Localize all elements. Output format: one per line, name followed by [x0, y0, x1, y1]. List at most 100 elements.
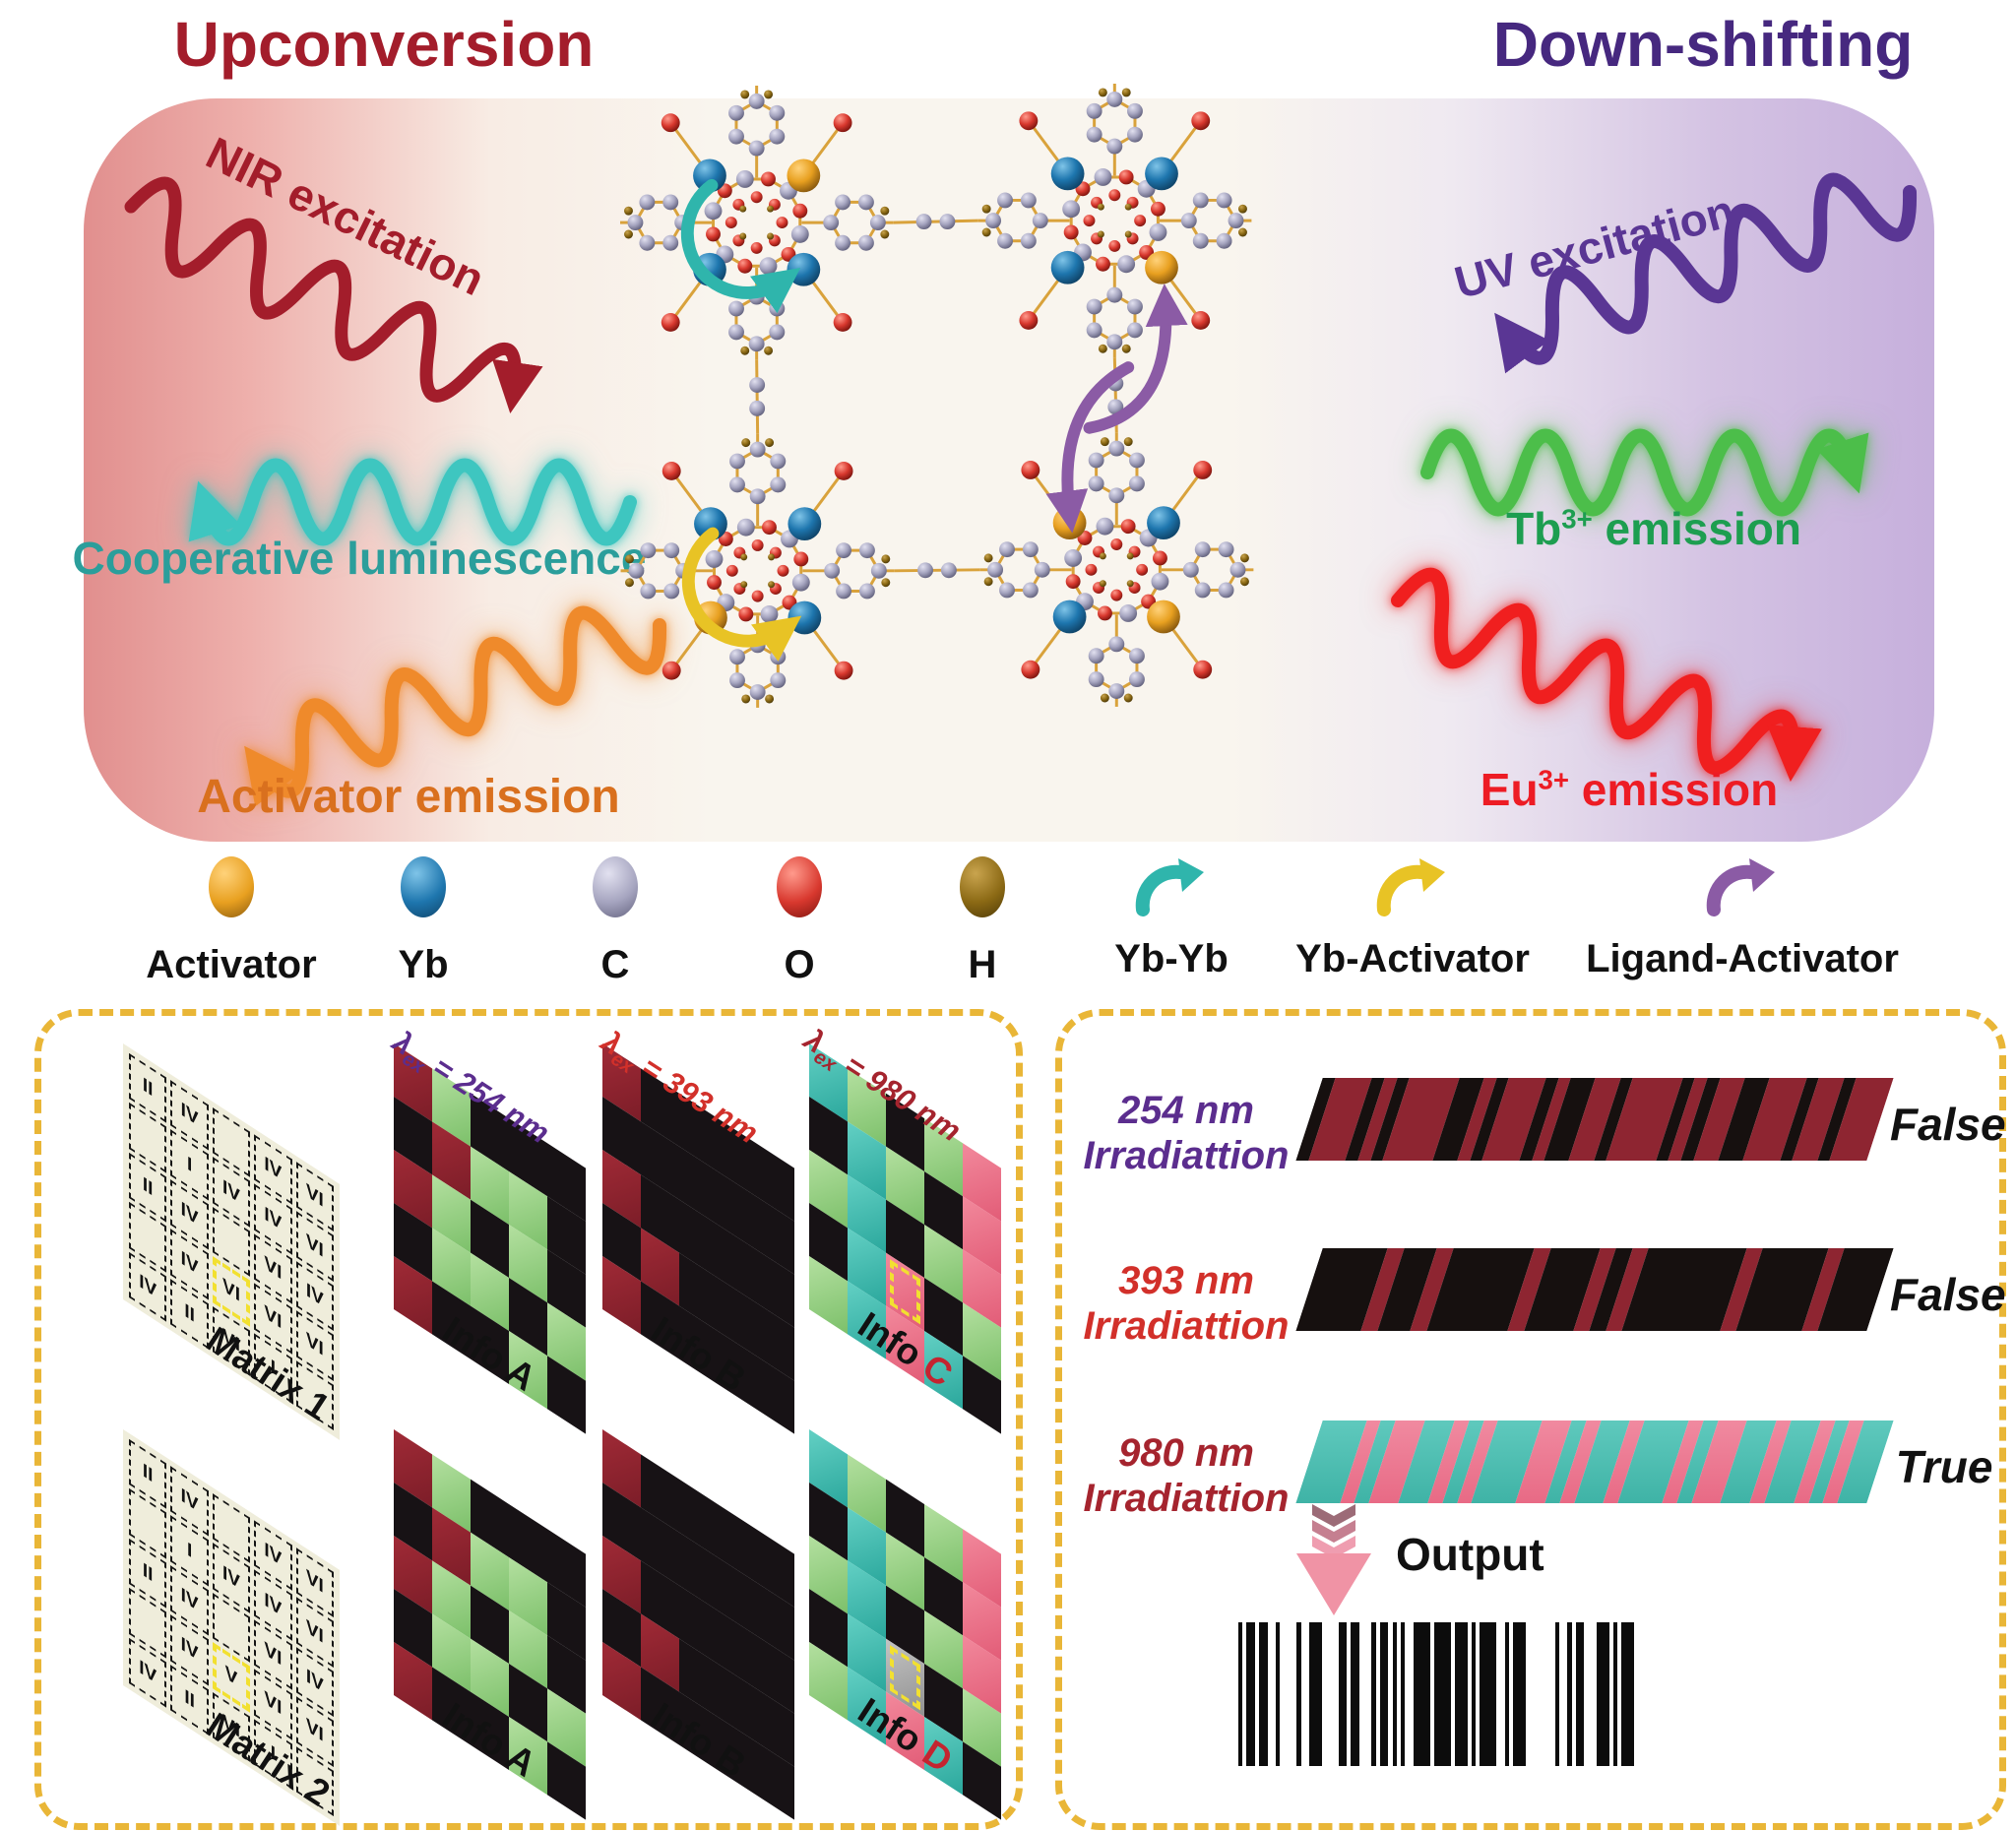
barcode-gap	[1509, 1622, 1514, 1766]
yb-activator-transfer-arrow	[681, 527, 802, 662]
barcode-bar	[1379, 1622, 1389, 1766]
legend-activator: Activator	[118, 856, 345, 987]
strip-980	[1295, 1421, 1894, 1503]
legend-label: O	[784, 943, 815, 986]
legend-label: Activator	[146, 943, 317, 986]
result-393: False	[1890, 1269, 2006, 1320]
strip-393	[1295, 1248, 1894, 1331]
barcode-gap	[1347, 1622, 1352, 1766]
hydrogen-sphere-icon	[960, 856, 1005, 917]
legend-yb: Yb	[310, 856, 536, 987]
output-arrow-icon	[1296, 1504, 1371, 1615]
legend-h: H	[869, 856, 1096, 987]
cooperative-luminescence-label: Cooperative luminescence	[72, 533, 647, 584]
barcode-bar	[1575, 1622, 1585, 1766]
barcode-gap	[1467, 1622, 1473, 1766]
yb-yb-arrow-icon	[1135, 858, 1204, 916]
barcode-bar	[1259, 1622, 1268, 1766]
output-label: Output	[1396, 1529, 1544, 1580]
barcode-bar	[1308, 1622, 1322, 1766]
eu-emission-wave	[1391, 567, 1822, 783]
legend-o: O	[686, 856, 913, 987]
barcode-gap	[1375, 1622, 1380, 1766]
barcode-gap	[1584, 1622, 1597, 1766]
barcode-bar	[1596, 1622, 1609, 1766]
downshifting-title: Down-shifting	[1492, 9, 1914, 80]
activator-emission-label: Activator emission	[197, 771, 620, 823]
barcode-gap	[1450, 1622, 1456, 1766]
legend-yb-yb: Yb-Yb	[1058, 856, 1285, 981]
irradiation-980-label: 980 nm Irradiattion	[1083, 1431, 1290, 1520]
barcode-gap	[1429, 1622, 1434, 1766]
result-254: False	[1890, 1099, 2006, 1150]
barcode-bar	[1472, 1622, 1477, 1766]
legend-label: H	[968, 943, 997, 986]
barcode-bar	[1480, 1622, 1497, 1766]
barcode-bar	[1401, 1622, 1406, 1766]
ligand-activator-arrow-up	[1083, 284, 1188, 434]
strip-254	[1295, 1078, 1894, 1161]
ligand-activator-arrow-down	[1045, 361, 1135, 534]
barcode-gap	[1254, 1622, 1260, 1766]
nir-wave-arrow	[124, 176, 543, 413]
barcode-gap	[1476, 1622, 1480, 1766]
barcode-bar	[1246, 1622, 1255, 1766]
barcode-bar	[1612, 1622, 1618, 1766]
output-barcode	[1238, 1622, 1635, 1766]
yb-yb-transfer-arrow	[680, 178, 801, 314]
activator-sphere-icon	[209, 856, 254, 917]
barcode-bar	[1296, 1622, 1301, 1766]
barcode-gap	[1617, 1622, 1622, 1766]
activator-emission-wave	[244, 605, 667, 807]
barcode-bar	[1338, 1622, 1348, 1766]
legend-label: C	[600, 943, 630, 986]
barcode-bar	[1513, 1622, 1527, 1766]
result-980: True	[1895, 1441, 1993, 1492]
oxygen-sphere-icon	[777, 856, 822, 917]
ligand-activator-arrow-icon	[1706, 858, 1775, 916]
yb-sphere-icon	[401, 856, 446, 917]
irradiation-254-label: 254 nm Irradiattion	[1083, 1089, 1290, 1177]
barcode-gap	[1321, 1622, 1339, 1766]
barcode-gap	[1571, 1622, 1576, 1766]
barcode-gap	[1267, 1622, 1277, 1766]
barcode-bar	[1238, 1622, 1243, 1766]
legend-label: Yb	[398, 943, 449, 986]
barcode-bar	[1621, 1622, 1635, 1766]
barcode-gap	[1300, 1622, 1309, 1766]
legend-yb-activator: Yb-Activator	[1280, 856, 1545, 981]
barcode-bar	[1371, 1622, 1376, 1766]
barcode-gap	[1496, 1622, 1505, 1766]
barcode-gap	[1405, 1622, 1414, 1766]
barcode-bar	[1567, 1622, 1572, 1766]
barcode-gap	[1280, 1622, 1297, 1766]
barcode-gap	[1358, 1622, 1372, 1766]
barcode-bar	[1392, 1622, 1397, 1766]
barcode-bar	[1554, 1622, 1559, 1766]
barcode-bar	[1413, 1622, 1430, 1766]
tb-emission-wave	[1420, 428, 1869, 517]
barcode-bar	[1504, 1622, 1510, 1766]
uv-wave-arrow	[1494, 172, 1918, 374]
legend-ligand-activator: Ligand-Activator	[1545, 856, 1939, 981]
barcode-bar	[1433, 1622, 1451, 1766]
upconversion-title: Upconversion	[173, 9, 595, 80]
barcode-gap	[1526, 1622, 1555, 1766]
barcode-gap	[1558, 1622, 1568, 1766]
carbon-sphere-icon	[593, 856, 638, 917]
barcode-bar	[1276, 1622, 1281, 1766]
barcode-bar	[1455, 1622, 1468, 1766]
cooperative-luminescence-wave	[188, 458, 637, 546]
eu-emission-label: Eu3+ emission	[1480, 764, 1779, 815]
barcode-gap	[1396, 1622, 1402, 1766]
legend-c: C	[502, 856, 728, 987]
barcode-gap	[1242, 1622, 1247, 1766]
irradiation-393-label: 393 nm Irradiattion	[1083, 1259, 1290, 1348]
mof-structure	[620, 84, 1254, 708]
yb-activator-arrow-icon	[1376, 858, 1445, 916]
barcode-bar	[1351, 1622, 1359, 1766]
tb-emission-label: Tb3+ emission	[1506, 503, 1801, 554]
barcode-gap	[1388, 1622, 1393, 1766]
barcode-gap	[1608, 1622, 1613, 1766]
